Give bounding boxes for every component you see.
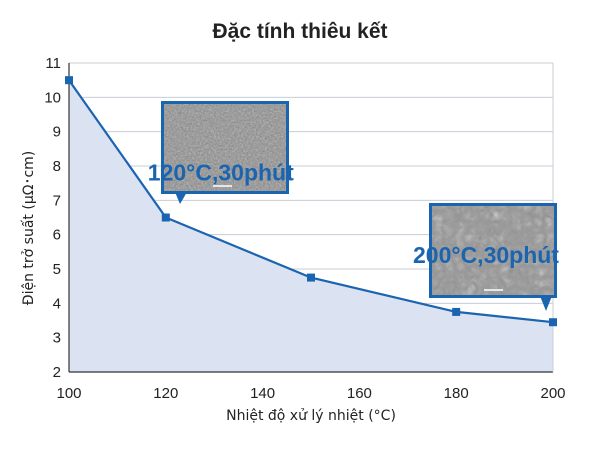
x-tick-label: 160 bbox=[347, 385, 372, 402]
x-axis-label: Nhiệt độ xử lý nhiệt (°C) bbox=[226, 408, 396, 424]
y-tick-label: 10 bbox=[44, 89, 61, 106]
annotation-label: 120°C,30phút bbox=[148, 160, 294, 186]
data-point bbox=[549, 318, 557, 327]
annotations: 120°C,30phút 200°C,30phút bbox=[148, 160, 560, 269]
y-tick-label: 9 bbox=[53, 124, 61, 141]
x-tick-label: 200 bbox=[540, 385, 565, 402]
x-tick-label: 140 bbox=[250, 385, 275, 402]
y-tick-label: 5 bbox=[53, 261, 61, 278]
y-tick-label: 4 bbox=[53, 295, 61, 312]
y-tick-label: 7 bbox=[53, 192, 61, 209]
x-tick-label: 100 bbox=[56, 385, 81, 402]
data-point bbox=[65, 76, 73, 85]
y-tick-labels: 2 3 4 5 6 7 8 9 10 11 bbox=[44, 55, 61, 381]
y-axis-label: Điện trở suất (μΩ･cm) bbox=[21, 151, 37, 306]
y-tick-label: 6 bbox=[53, 227, 61, 244]
y-tick-label: 2 bbox=[53, 364, 61, 381]
data-points bbox=[65, 76, 557, 327]
annotation-label: 200°C,30phút bbox=[413, 242, 559, 268]
callout-pointer bbox=[540, 296, 552, 311]
data-point bbox=[452, 307, 461, 316]
data-point bbox=[161, 213, 170, 222]
callout-pointer bbox=[175, 192, 187, 204]
x-tick-labels: 100 120 140 160 180 200 bbox=[56, 385, 565, 402]
x-tick-label: 120 bbox=[153, 385, 178, 402]
micrograph-inset-200 bbox=[429, 203, 557, 311]
micrograph-inset-120 bbox=[161, 101, 289, 204]
chart-title: Đặc tính thiêu kết bbox=[212, 20, 387, 43]
data-point bbox=[307, 273, 315, 282]
x-tick-label: 180 bbox=[444, 385, 469, 402]
area-fill bbox=[69, 80, 553, 372]
y-tick-label: 3 bbox=[53, 330, 61, 347]
y-tick-label: 11 bbox=[45, 55, 61, 72]
y-tick-label: 8 bbox=[53, 158, 61, 175]
